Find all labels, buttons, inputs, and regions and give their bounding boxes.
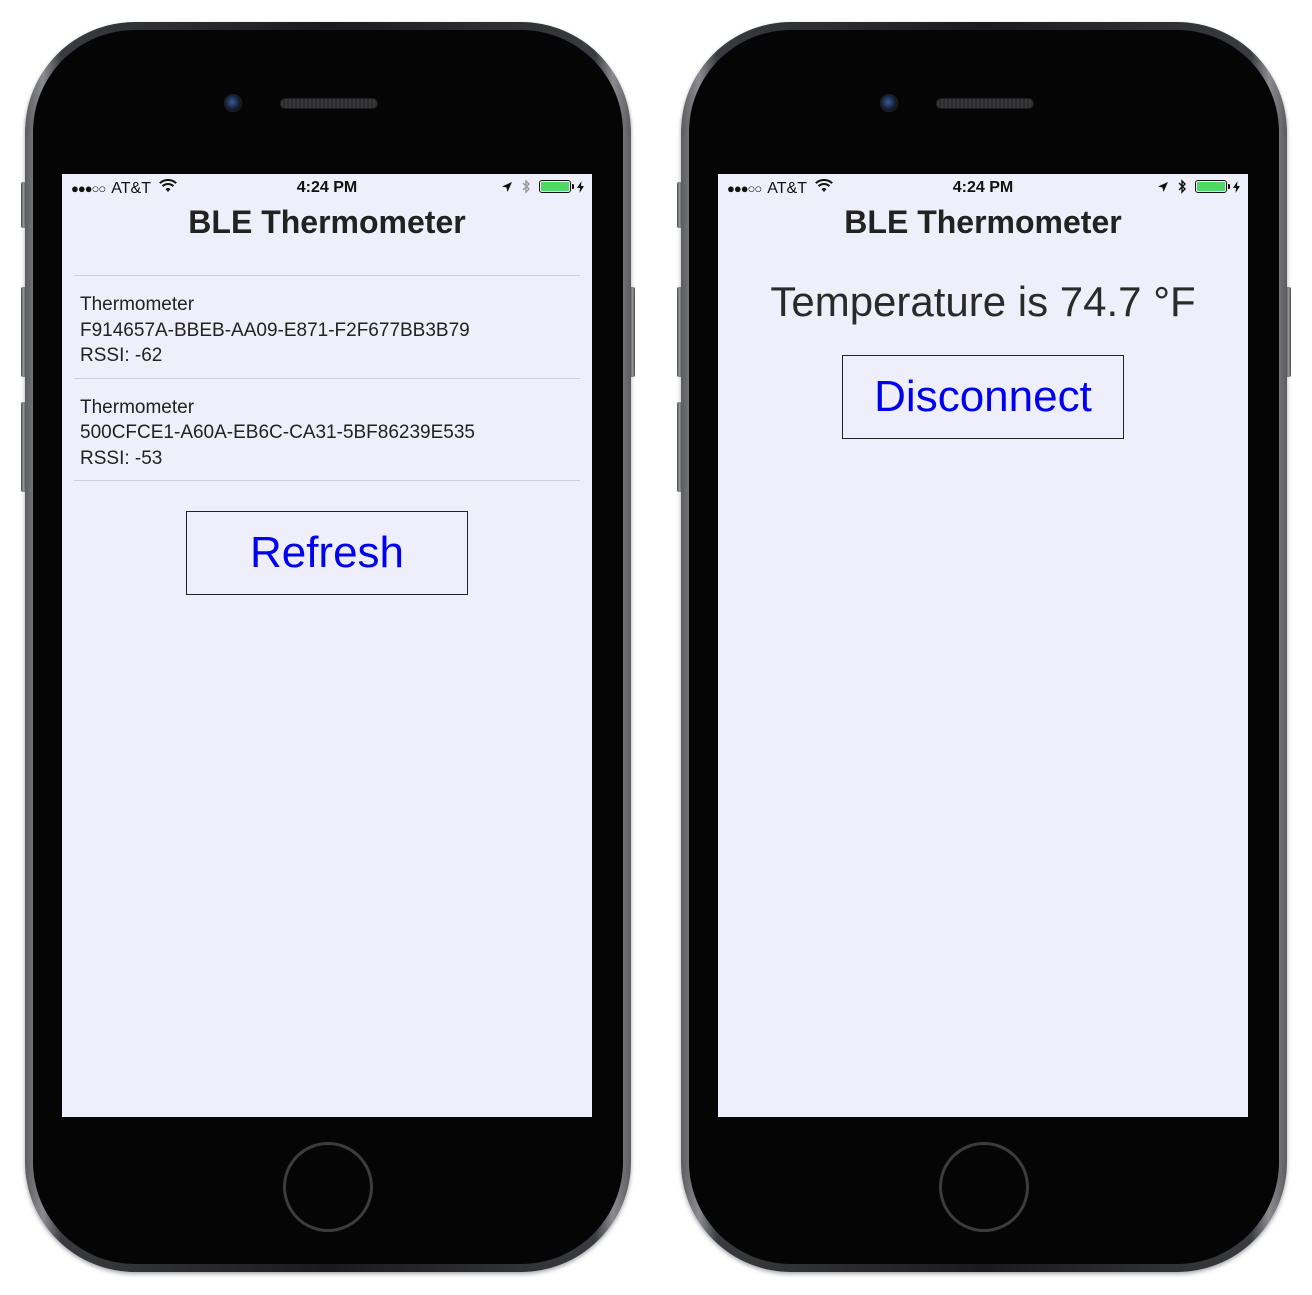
wifi-icon <box>815 179 833 198</box>
bluetooth-icon <box>521 179 531 194</box>
charging-bolt-icon <box>577 180 584 193</box>
phone-right: ●●●○○ AT&T 4:24 PM BLE Thermom <box>677 22 1291 1272</box>
page-title: BLE Thermometer <box>844 204 1122 240</box>
device-rssi: RSSI: -62 <box>80 345 163 366</box>
device-list: Thermometer F914657A-BBEB-AA09-E871-F2F6… <box>74 275 580 481</box>
battery-icon <box>1195 180 1230 193</box>
home-button[interactable] <box>939 1142 1029 1232</box>
device-name: Thermometer <box>80 294 195 315</box>
carrier-name: AT&T <box>767 179 807 197</box>
mute-switch <box>677 182 682 228</box>
device-uuid: F914657A-BBEB-AA09-E871-F2F677BB3B79 <box>80 319 470 341</box>
status-bar: ●●●○○ AT&T 4:24 PM <box>62 174 592 204</box>
screen-connected: ●●●○○ AT&T 4:24 PM BLE Thermom <box>718 174 1248 1117</box>
screen-device-scan: ●●●○○ AT&T 4:24 PM BLE Thermom <box>62 174 592 1117</box>
temperature-readout: Temperature is 74.7 °F <box>770 278 1196 325</box>
page-title: BLE Thermometer <box>188 204 466 240</box>
signal-strength: ●●●○○ <box>71 181 106 196</box>
disconnect-button[interactable]: Disconnect <box>842 355 1124 439</box>
charging-bolt-icon <box>1233 180 1240 193</box>
location-arrow-icon <box>1157 181 1169 193</box>
volume-up-button <box>677 287 682 377</box>
bluetooth-icon <box>1177 179 1187 194</box>
battery-level <box>1197 182 1225 191</box>
power-button <box>630 287 635 377</box>
volume-down-button <box>21 402 26 492</box>
list-item[interactable]: Thermometer F914657A-BBEB-AA09-E871-F2F6… <box>74 276 580 379</box>
phone-left: ●●●○○ AT&T 4:24 PM BLE Thermom <box>21 22 635 1272</box>
signal-strength: ●●●○○ <box>727 181 762 196</box>
battery-icon <box>539 180 574 193</box>
device-name: Thermometer <box>80 396 195 418</box>
earpiece-speaker <box>280 98 378 109</box>
device-uuid: 500CFCE1-A60A-EB6C-CA31-5BF86239E535 <box>80 422 475 443</box>
carrier-name: AT&T <box>111 179 151 197</box>
location-arrow-icon <box>501 181 513 193</box>
battery-level <box>541 182 569 191</box>
volume-down-button <box>677 402 682 492</box>
volume-up-button <box>21 287 26 377</box>
list-item[interactable]: Thermometer 500CFCE1-A60A-EB6C-CA31-5BF8… <box>74 379 580 481</box>
mute-switch <box>21 182 26 228</box>
refresh-button[interactable]: Refresh <box>186 511 468 595</box>
earpiece-speaker <box>936 98 1034 109</box>
front-camera <box>224 94 242 112</box>
status-time: 4:24 PM <box>296 179 358 196</box>
status-time: 4:24 PM <box>952 179 1014 196</box>
front-camera <box>880 94 898 112</box>
home-button[interactable] <box>283 1142 373 1232</box>
status-bar: ●●●○○ AT&T 4:24 PM <box>718 174 1248 204</box>
power-button <box>1286 287 1291 377</box>
device-rssi: RSSI: -53 <box>80 447 163 469</box>
wifi-icon <box>159 179 177 198</box>
